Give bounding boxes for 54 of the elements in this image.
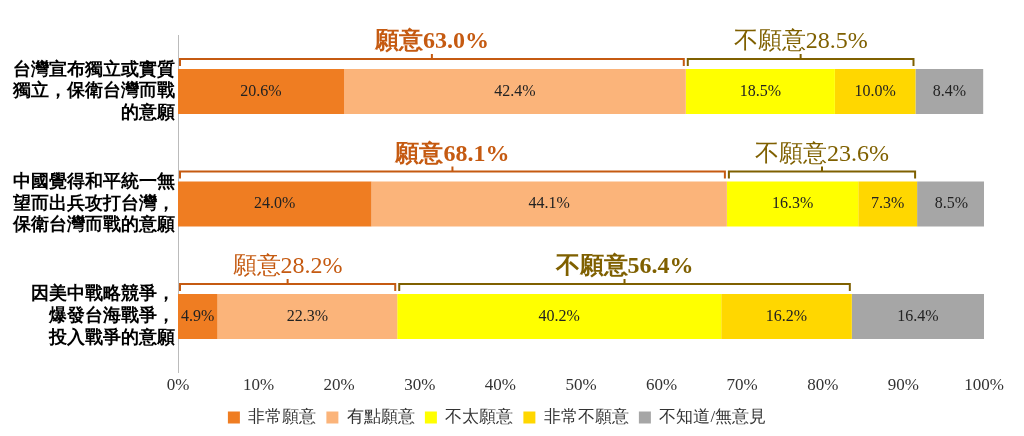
bar xyxy=(178,69,345,115)
data-label: 8.4% xyxy=(932,81,967,99)
bar xyxy=(915,69,984,115)
x-tick-label: 60% xyxy=(646,375,678,395)
annotation: 不願意23.6% xyxy=(754,139,889,166)
data-label: 16.4% xyxy=(897,306,939,324)
annotation: 願意68.1% xyxy=(394,139,510,166)
x-tick-label: 80% xyxy=(807,375,839,395)
legend-label: 非常願意 xyxy=(248,406,317,426)
data-label: 10.0% xyxy=(854,81,896,99)
x-tick-label: 20% xyxy=(323,375,355,395)
x-tick-label: 10% xyxy=(243,375,275,395)
bar xyxy=(726,181,859,227)
data-label: 16.3% xyxy=(771,194,814,212)
bar xyxy=(851,293,984,339)
x-tick-label: 50% xyxy=(565,375,597,395)
data-label: 24.0% xyxy=(254,194,296,212)
y-tick-label: 中國覺得和平統一無望而出兵攻打台灣，保衛台灣而戰的意願 xyxy=(12,171,175,235)
bar xyxy=(178,181,372,227)
legend-label: 有點願意 xyxy=(346,406,415,426)
data-label: 16.2% xyxy=(765,306,808,324)
data-label: 42.4% xyxy=(494,81,536,99)
bar xyxy=(685,69,835,115)
bar xyxy=(721,293,852,339)
data-label: 22.3% xyxy=(286,306,329,324)
annotation: 願意63.0% xyxy=(373,27,489,54)
data-label: 4.9% xyxy=(181,306,215,324)
bar xyxy=(371,181,727,227)
bar xyxy=(858,181,918,227)
x-tick-label: 30% xyxy=(404,375,436,395)
legend-label: 非常不願意 xyxy=(543,406,629,426)
data-label: 40.2% xyxy=(538,306,580,324)
y-tick-label: 台灣宣布獨立或實質獨立，保衛台灣而戰的意願 xyxy=(12,58,175,122)
annotation: 不願意28.5% xyxy=(733,27,868,54)
bar xyxy=(217,293,398,339)
data-label: 44.1% xyxy=(528,194,570,212)
bar xyxy=(397,293,722,339)
legend-label: 不太願意 xyxy=(445,406,514,426)
x-tick-label: 90% xyxy=(887,375,919,395)
x-tick-label: 0% xyxy=(166,375,190,395)
data-label: 8.5% xyxy=(934,194,969,212)
x-tick-label: 70% xyxy=(726,375,758,395)
bar xyxy=(344,69,686,115)
bar xyxy=(834,69,916,115)
data-label: 7.3% xyxy=(871,194,905,212)
data-label: 18.5% xyxy=(739,81,781,99)
x-tick-label: 100% xyxy=(964,375,1004,395)
annotation: 願意28.2% xyxy=(232,252,343,279)
x-tick-label: 40% xyxy=(484,375,516,395)
bar xyxy=(917,181,984,227)
data-label: 20.6% xyxy=(240,81,282,99)
annotation: 不願意56.4% xyxy=(554,252,694,279)
legend-label: 不知道/無意見 xyxy=(659,406,767,426)
y-tick-label: 因美中戰略競爭，爆發台海戰爭，投入戰爭的意願 xyxy=(31,283,175,347)
